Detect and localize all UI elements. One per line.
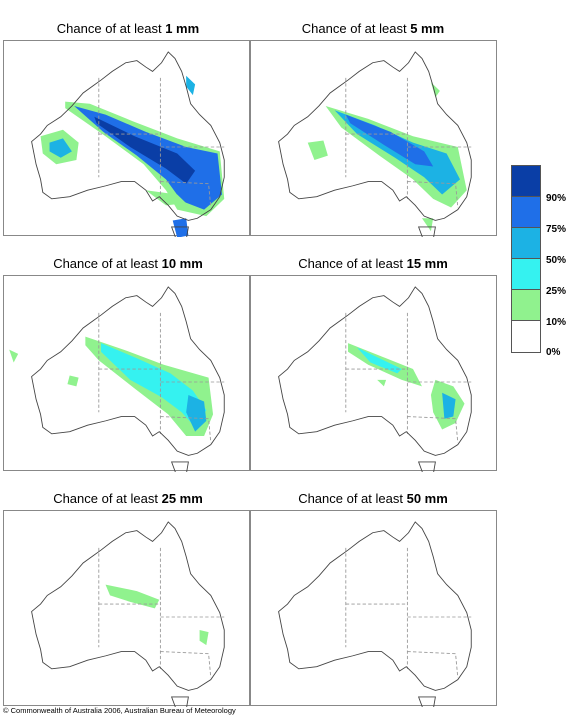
rain-probability-area (67, 375, 79, 387)
rain-probability-area (101, 343, 207, 428)
state-border (407, 181, 459, 208)
coastline (417, 696, 436, 707)
panel-title-5mm: Chance of at least 5 mm (301, 21, 445, 36)
state-border (160, 416, 212, 443)
legend-swatch-25 (512, 259, 540, 290)
map-group (31, 51, 225, 237)
legend-label-0: 0% (546, 347, 561, 358)
rain-probability-area (199, 629, 209, 646)
map-svg-25mm (31, 521, 225, 707)
coastline (417, 461, 436, 472)
legend-swatch-10 (512, 290, 540, 321)
coastline (170, 461, 189, 472)
map-group (278, 51, 472, 237)
rain-probability-area (9, 349, 19, 363)
map-svg-50mm (278, 521, 472, 707)
coastline (278, 521, 472, 691)
map-group (278, 521, 472, 707)
map-15mm (250, 275, 497, 472)
rain-probability-area (186, 394, 207, 432)
map-1mm (3, 40, 250, 237)
rain-probability-area (186, 75, 196, 96)
coastline (31, 286, 225, 456)
map-svg-5mm (278, 51, 472, 237)
legend-label-50: 50% (546, 255, 567, 266)
state-border (407, 651, 459, 678)
panel-title-25mm: Chance of at least 25 mm (53, 491, 203, 506)
rain-probability-area (345, 114, 434, 167)
legend-label-10: 10% (546, 317, 567, 328)
coastline (170, 696, 189, 707)
rain-probability-area (94, 116, 196, 184)
rain-probability-area (442, 392, 456, 419)
panel-title-50mm: Chance of at least 50 mm (298, 491, 448, 506)
coastline (278, 286, 472, 456)
panel-title-10mm: Chance of at least 10 mm (53, 256, 203, 271)
legend-swatch-50 (512, 228, 540, 259)
legend-swatch-90 (512, 166, 540, 197)
coastline (31, 521, 225, 691)
rain-probability-area (307, 140, 328, 160)
rain-probability-area (105, 584, 160, 609)
state-border (160, 181, 212, 208)
coastline (170, 226, 189, 237)
rain-probability-area (357, 347, 402, 374)
rain-probability-area (145, 190, 187, 206)
state-border (407, 416, 459, 443)
state-border (160, 651, 212, 678)
map-svg-1mm (31, 51, 225, 237)
map-svg-10mm (9, 286, 225, 472)
map-50mm (250, 510, 497, 707)
rain-probability-area (172, 218, 189, 237)
legend-label-25: 25% (546, 286, 567, 297)
probability-legend (511, 165, 541, 353)
legend-label-90: 90% (546, 193, 567, 204)
legend-swatch-0 (512, 321, 540, 352)
rain-probability-area (377, 379, 387, 387)
map-group (9, 286, 225, 472)
rain-probability-area (421, 218, 434, 232)
map-10mm (3, 275, 250, 472)
map-group (31, 521, 225, 707)
coastline (278, 51, 472, 221)
map-group (278, 286, 472, 472)
map-5mm (250, 40, 497, 237)
panel-title-15mm: Chance of at least 15 mm (298, 256, 448, 271)
panel-title-1mm: Chance of at least 1 mm (56, 21, 200, 36)
map-svg-15mm (278, 286, 472, 472)
legend-label-75: 75% (546, 224, 567, 235)
copyright-footer: © Commonwealth of Australia 2006, Austra… (3, 706, 236, 715)
rain-probability-area (49, 138, 72, 158)
coastline (31, 51, 225, 221)
map-25mm (3, 510, 250, 707)
coastline (417, 226, 436, 237)
legend-swatch-75 (512, 197, 540, 228)
